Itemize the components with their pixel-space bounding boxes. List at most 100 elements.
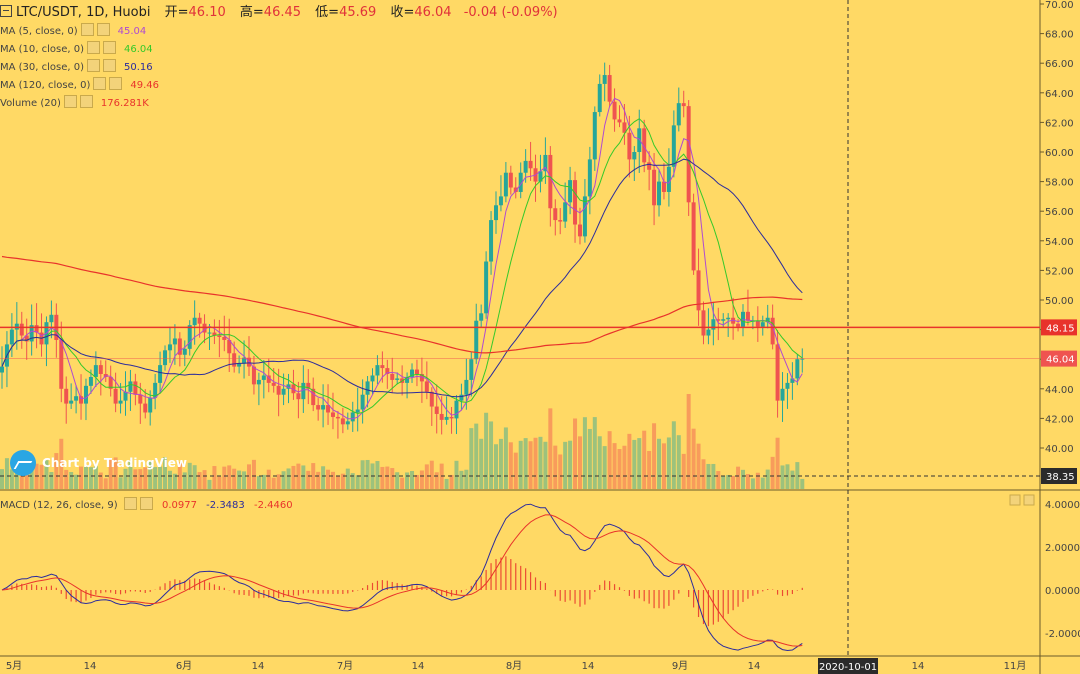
candle-body [498,196,503,206]
close-icon[interactable] [103,41,117,54]
candle-body [568,180,573,203]
volume-bar [54,453,59,489]
pane-maximize-icon [1023,494,1035,506]
volume-bar [474,423,479,489]
price-tick-label: 66.00 [1045,59,1074,70]
volume-bar [197,472,202,489]
volume-bar [108,459,113,489]
candle-body [321,405,326,410]
volume-bar [138,469,143,489]
candle-body [612,101,617,120]
candle-body [518,172,523,192]
indicator-legend: MA (5, close, 0) 45.04 [0,23,146,37]
volume-bar [182,472,187,489]
price-tick-label: 64.00 [1045,89,1074,100]
volume-bar [153,467,158,489]
candle-body [617,119,622,123]
volume-bar [276,474,281,489]
volume-bar [612,443,617,489]
indicator-legend: MA (120, close, 0) 49.46 [0,77,159,91]
candle-body [657,181,662,206]
candle-body [573,180,578,225]
volume-bar [632,439,637,489]
price-tick-label: 50.00 [1045,296,1074,307]
volume-bar [123,468,128,489]
volume-bar [163,457,168,489]
visibility-icon[interactable] [87,59,101,72]
candle-body [93,365,98,377]
volume-bar [459,470,464,489]
collapse-icon[interactable] [0,5,12,17]
candle-body [123,391,128,401]
volume-bar [419,470,424,489]
candle-body [167,344,172,351]
close-icon[interactable] [96,23,110,36]
last-price-tag-label: 46.04 [1046,355,1075,366]
volume-bar [177,462,182,489]
time-tick-label: 14 [912,661,925,672]
candle-body [652,169,657,206]
candle-body [405,376,410,383]
high-value: 46.45 [263,5,302,20]
volume-bar [508,442,513,489]
crosshair-price-tag [1041,468,1077,484]
volume-bar [251,459,256,489]
volume-bar [464,469,469,489]
volume-bar [113,457,118,489]
volume-bar [533,437,538,489]
volume-bar [365,459,370,489]
candle-body [736,323,741,327]
volume-bar [24,469,29,489]
tradingview-watermark[interactable]: Chart by TradingView [10,450,187,476]
open-value: 46.10 [188,5,226,20]
candle-body [345,421,350,425]
volume-bar [301,465,306,489]
last-price-tag [1041,350,1077,367]
price-tick-label: 58.00 [1045,178,1074,189]
open-label: 开 [164,5,178,20]
candle-body [29,325,34,342]
candle-body [414,369,419,374]
settings-icon[interactable] [123,497,137,510]
close-icon[interactable] [103,59,117,72]
volume-bar [681,453,686,489]
candle-body [350,412,355,422]
candle-body [602,75,607,84]
volume-bar [568,440,573,489]
macd-line [1,503,803,652]
candle-body [647,162,652,170]
volume-bar [207,479,212,489]
indicator-label: Volume (20) [0,98,61,109]
volume-bar [345,468,350,489]
candle-body [642,128,647,163]
candle-body [513,187,518,192]
macd-tick-label: 2.0000 [1045,543,1080,554]
candle-body [696,270,701,311]
candle-body [0,366,4,373]
visibility-icon[interactable] [87,41,101,54]
volume-bar [755,472,760,489]
volume-bar [49,472,54,489]
candle-body [558,220,563,222]
candle-body [548,154,553,209]
candle-body [765,317,770,323]
volume-bar [573,418,578,489]
candle-body [316,405,321,410]
volume-bar [14,473,19,489]
volume-bar [666,437,671,489]
price-tick-label: 56.00 [1045,207,1074,218]
visibility-icon[interactable] [63,95,77,108]
change-value: -0.04 (-0.09%) [463,5,558,20]
volume-bar [395,472,400,489]
close-icon[interactable] [109,77,123,90]
visibility-icon[interactable] [80,23,94,36]
visibility-icon[interactable] [93,77,107,90]
macd-tick-label: 0.0000 [1045,586,1080,597]
close-icon[interactable] [139,497,153,510]
time-tick-label: 6月 [176,660,192,672]
volume-bar [316,471,321,489]
close-icon[interactable] [79,95,93,108]
indicator-value: 46.04 [124,44,153,55]
volume-bar [518,440,523,489]
